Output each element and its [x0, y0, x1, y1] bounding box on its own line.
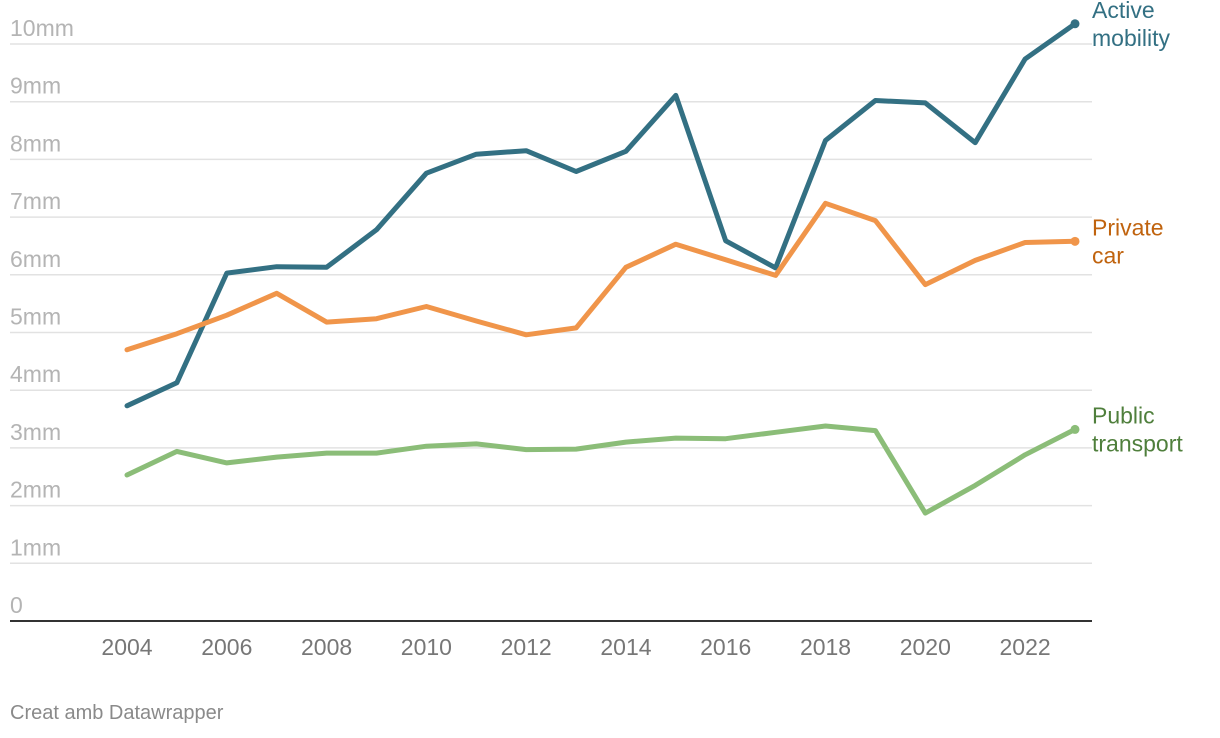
y-tick-label: 8mm — [10, 130, 61, 156]
series-label-line: car — [1092, 242, 1124, 268]
x-axis-ticks: 2004 2006 2008 2010 2012 2014 2016 2018 2020 2022 — [101, 634, 1050, 660]
y-tick-label: 0 — [10, 592, 23, 618]
series-label: Public transport — [1092, 402, 1183, 456]
x-tick-label: 2014 — [600, 634, 651, 660]
series-label: Private car — [1092, 214, 1164, 268]
x-tick-label: 2012 — [501, 634, 552, 660]
series-line-public-transport — [124, 423, 1078, 516]
series-labels: Active mobility Private car Public transport — [1092, 0, 1183, 456]
y-tick-label: 4mm — [10, 361, 61, 387]
y-tick-label: 3mm — [10, 419, 61, 445]
chart-credit: Creat amb Datawrapper — [10, 702, 224, 724]
series-label-line: Public — [1092, 402, 1155, 428]
y-tick-label: 9mm — [10, 73, 61, 99]
x-tick-label: 2018 — [800, 634, 851, 660]
series-end-point — [1070, 424, 1080, 434]
series-label: Active mobility — [1092, 0, 1170, 51]
series-label-line: Private — [1092, 214, 1164, 240]
x-tick-label: 2008 — [301, 634, 352, 660]
series-label-line: mobility — [1092, 25, 1170, 51]
series-label-line: transport — [1092, 430, 1183, 456]
series-line-active-mobility — [124, 21, 1078, 409]
x-tick-label: 2016 — [700, 634, 751, 660]
y-tick-label: 6mm — [10, 246, 61, 272]
y-tick-label: 7mm — [10, 188, 61, 214]
y-tick-label: 5mm — [10, 304, 61, 330]
x-tick-label: 2010 — [401, 634, 452, 660]
y-tick-label: 1mm — [10, 534, 61, 560]
series-line-private-car — [124, 200, 1078, 353]
series-end-point — [1070, 19, 1080, 29]
y-tick-label: 10mm — [10, 15, 74, 41]
x-tick-label: 2022 — [1000, 634, 1051, 660]
y-axis-ticks: 0 1mm 2mm 3mm 4mm 5mm 6mm 7mm 8mm 9mm 10mm — [10, 15, 74, 618]
x-tick-label: 2020 — [900, 634, 951, 660]
series-lines — [124, 19, 1080, 516]
series-end-point — [1070, 236, 1080, 246]
x-tick-label: 2006 — [201, 634, 252, 660]
y-tick-label: 2mm — [10, 477, 61, 503]
series-label-line: Active — [1092, 0, 1155, 23]
x-tick-label: 2004 — [101, 634, 152, 660]
